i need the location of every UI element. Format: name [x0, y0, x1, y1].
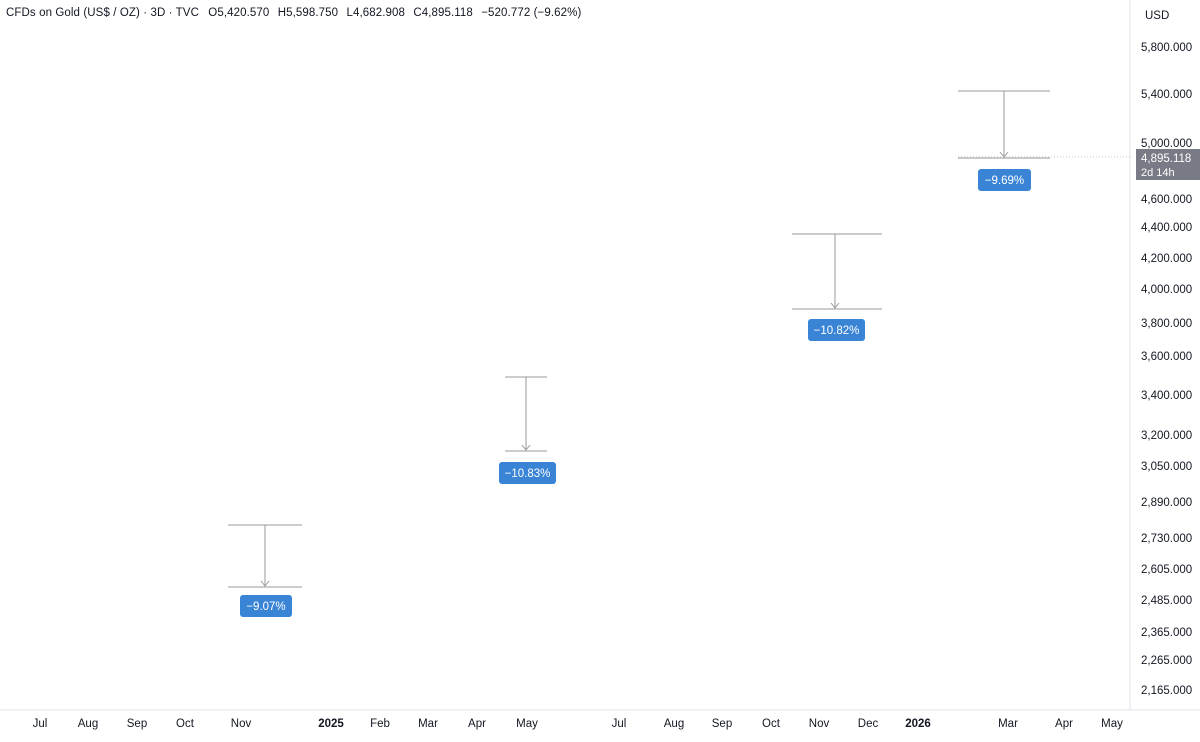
time-tick-label: May [1101, 718, 1123, 730]
time-tick-label: Sep [127, 718, 147, 730]
measure-label-box [978, 169, 1031, 191]
measure-label: −10.83% [505, 468, 551, 480]
measure-arrow-head [260, 580, 270, 587]
price-tick-label: 3,200.000 [1141, 430, 1192, 442]
measure-label-box [808, 319, 865, 341]
time-tick-label: Oct [762, 718, 781, 730]
low-value: L4,682.908 [346, 7, 406, 19]
measure-label-box [240, 595, 292, 617]
price-tick-label: 4,000.000 [1141, 284, 1192, 296]
measure-arrow-head [521, 444, 531, 451]
currency-label: USD [1145, 10, 1169, 22]
price-tick-label: 3,800.000 [1141, 318, 1192, 330]
change-value: −520.772 (−9.62%) [481, 7, 582, 19]
time-tick-label: Jul [33, 718, 48, 730]
price-tick-label: 5,800.000 [1141, 42, 1192, 54]
price-range-measure: −9.69% [958, 90, 1050, 191]
price-tick-label: 3,400.000 [1141, 390, 1192, 402]
price-tick-label: 3,050.000 [1141, 461, 1192, 473]
time-tick-label: Jul [612, 718, 627, 730]
high-value: H5,598.750 [277, 7, 339, 19]
price-range-measure: −9.07% [228, 524, 302, 617]
time-tick-label: Oct [176, 718, 195, 730]
price-tick-label: 5,400.000 [1141, 89, 1192, 101]
price-tick-label: 2,730.000 [1141, 533, 1192, 545]
time-tick-label: 2025 [318, 718, 344, 730]
symbol-title: CFDs on Gold (US$ / OZ) · 3D · TVC [6, 7, 199, 19]
price-tick-label: 4,600.000 [1141, 194, 1192, 206]
bar-countdown: 2d 14h [1141, 167, 1175, 179]
ohlc-legend: CFDs on Gold (US$ / OZ) · 3D · TVC O5,42… [6, 7, 581, 19]
price-range-measure: −10.83% [499, 376, 556, 484]
last-price-marker: 4,895.118 2d 14h [958, 149, 1200, 180]
time-tick-label: May [516, 718, 538, 730]
time-tick-label: 2026 [905, 718, 931, 730]
price-tick-label: 2,365.000 [1141, 627, 1192, 639]
time-tick-label: Apr [468, 718, 486, 730]
price-tick-label: 2,165.000 [1141, 685, 1192, 697]
measure-label-box [499, 462, 556, 484]
price-tick-label: 2,605.000 [1141, 564, 1192, 576]
price-tick-label: 2,265.000 [1141, 655, 1192, 667]
time-tick-label: Mar [998, 718, 1018, 730]
price-tick-label: 2,890.000 [1141, 497, 1192, 509]
last-price-box [1136, 149, 1200, 180]
price-tick-label: 3,600.000 [1141, 351, 1192, 363]
time-tick-label: Apr [1055, 718, 1073, 730]
price-tick-label: 4,200.000 [1141, 253, 1192, 265]
measure-label: −10.82% [814, 325, 860, 337]
price-tick-label: 2,485.000 [1141, 595, 1192, 607]
time-tick-label: Aug [664, 718, 684, 730]
open-value: O5,420.570 [208, 7, 270, 19]
time-tick-label: Sep [712, 718, 732, 730]
price-tick-label: 4,400.000 [1141, 222, 1192, 234]
time-tick-label: Nov [809, 718, 830, 730]
last-price-value: 4,895.118 [1141, 153, 1191, 165]
price-range-measure: −10.82% [792, 233, 882, 341]
measure-label: −9.69% [985, 175, 1024, 187]
close-value: C4,895.118 [413, 7, 473, 19]
time-tick-label: Aug [78, 718, 98, 730]
price-tick-label: 5,000.000 [1141, 138, 1192, 150]
time-tick-label: Nov [231, 718, 252, 730]
time-tick-label: Mar [418, 718, 438, 730]
time-tick-label: Dec [858, 718, 879, 730]
measure-label: −9.07% [246, 601, 285, 613]
time-tick-label: Feb [370, 718, 390, 730]
measure-arrow-head [830, 302, 840, 309]
